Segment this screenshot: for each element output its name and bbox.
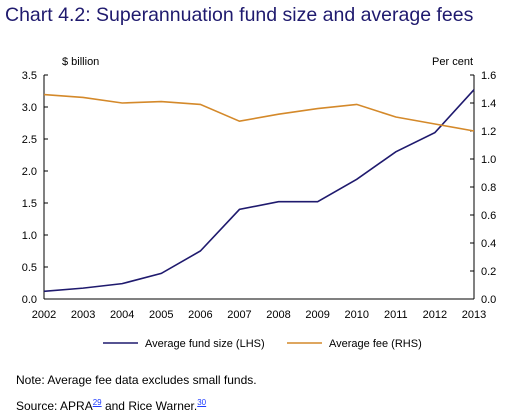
x-tick-label: 2006 xyxy=(188,309,212,321)
chart-source: Source: APRA29 and Rice Warner.30 xyxy=(16,398,206,413)
left-tick-label: 3.5 xyxy=(22,70,37,82)
x-tick-label: 2013 xyxy=(462,309,486,321)
x-tick-label: 2007 xyxy=(227,309,251,321)
left-tick-label: 1.5 xyxy=(22,198,37,210)
right-tick-label: 0.2 xyxy=(481,266,496,278)
legend-fund-size-label: Average fund size (LHS) xyxy=(145,338,265,350)
left-tick-label: 1.0 xyxy=(22,230,37,242)
left-tick-label: 2.0 xyxy=(22,166,37,178)
legend-average-fee-label: Average fee (RHS) xyxy=(329,338,422,350)
left-tick-label: 3.0 xyxy=(22,102,37,114)
right-tick-label: 1.2 xyxy=(481,126,496,138)
x-tick-label: 2010 xyxy=(344,309,368,321)
left-tick-label: 0.0 xyxy=(22,294,37,306)
right-tick-label: 1.6 xyxy=(481,70,496,82)
right-tick-label: 0.8 xyxy=(481,182,496,194)
x-tick-label: 2011 xyxy=(384,309,408,321)
left-axis-label: $ billion xyxy=(62,56,99,68)
x-tick-label: 2005 xyxy=(149,309,173,321)
left-tick-label: 0.5 xyxy=(22,262,37,274)
series-line-fund-size xyxy=(43,89,475,293)
right-tick-label: 1.0 xyxy=(481,154,496,166)
x-tick-label: 2003 xyxy=(71,309,95,321)
right-axis-label: Per cent xyxy=(432,56,473,68)
x-tick-label: 2009 xyxy=(305,309,329,321)
chart-title: Chart 4.2: Superannuation fund size and … xyxy=(5,4,474,26)
x-tick-label: 2002 xyxy=(32,309,56,321)
chart-note: Note: Average fee data excludes small fu… xyxy=(16,373,257,387)
x-tick-label: 2004 xyxy=(110,309,134,321)
source-middle: and Rice Warner. xyxy=(101,399,198,413)
x-tick-label: 2012 xyxy=(423,309,447,321)
series-line-average-fee xyxy=(43,93,475,132)
right-tick-label: 1.4 xyxy=(481,98,496,110)
right-tick-label: 0.0 xyxy=(481,294,496,306)
source-ref-apra[interactable]: 29 xyxy=(92,398,102,407)
right-tick-label: 0.4 xyxy=(481,238,496,250)
source-prefix: Source: APRA xyxy=(16,399,93,413)
right-tick-label: 0.6 xyxy=(481,210,496,222)
source-ref-rice-warner[interactable]: 30 xyxy=(197,398,207,407)
left-tick-label: 2.5 xyxy=(22,134,37,146)
x-tick-label: 2008 xyxy=(266,309,290,321)
